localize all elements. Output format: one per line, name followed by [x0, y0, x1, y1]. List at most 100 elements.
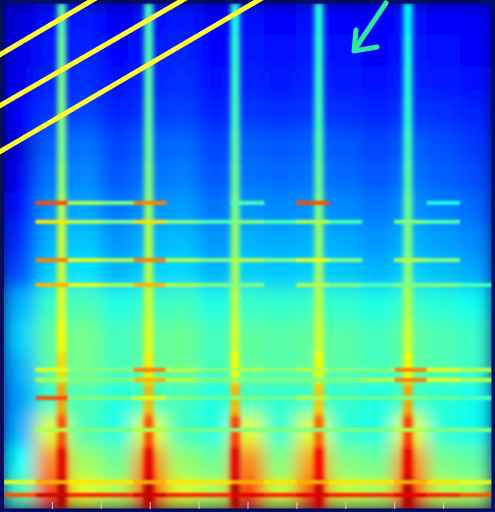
- heatmap-cell: [68, 224, 101, 256]
- heatmap-cell: [166, 98, 199, 130]
- heatmap-cell: [394, 35, 427, 67]
- heatmap-cell: [101, 477, 134, 509]
- harmonic-segment: [264, 368, 297, 372]
- heatmap-cell: [36, 351, 69, 383]
- harmonic-segment: [362, 428, 395, 432]
- heatmap-cell: [199, 477, 232, 509]
- heatmap-cell: [36, 256, 69, 288]
- heatmap-cell: [231, 477, 264, 509]
- transient-segment: [403, 161, 412, 193]
- transient-segment: [314, 130, 323, 162]
- harmonic-segment: [199, 378, 232, 382]
- heatmap-cell: [296, 35, 329, 67]
- heatmap-cell: [427, 98, 460, 130]
- heatmap-cell: [329, 66, 362, 98]
- transient-segment: [314, 224, 323, 256]
- x-tick: [199, 502, 200, 509]
- harmonic-segment: [231, 220, 264, 224]
- heatmap-cell: [3, 3, 36, 35]
- x-tick-mark: [296, 502, 297, 509]
- heatmap-cell: [362, 351, 395, 383]
- harmonic-segment: [459, 493, 492, 497]
- heatmap-cell: [101, 414, 134, 446]
- x-axis: [4, 502, 493, 510]
- harmonic-segment: [427, 378, 460, 382]
- heatmap-cell: [459, 66, 492, 98]
- harmonic-segment: [459, 283, 492, 287]
- heatmap-cell: [3, 446, 36, 478]
- yellow-diagonal: [0, 0, 264, 154]
- heatmap-cell: [166, 351, 199, 383]
- heatmap-cell: [68, 351, 101, 383]
- heatmap-cell: [427, 161, 460, 193]
- heatmap-cell: [329, 224, 362, 256]
- heatmap-cell: [264, 319, 297, 351]
- heatmap-cell: [199, 288, 232, 320]
- heatmap-cell: [329, 383, 362, 415]
- heatmap-cell: [329, 477, 362, 509]
- heatmap-cell: [394, 288, 427, 320]
- transient-segment: [57, 130, 66, 162]
- transient-segment: [231, 98, 240, 130]
- harmonic-segment: [264, 493, 297, 497]
- cells: [3, 3, 492, 509]
- heatmap-cell: [427, 35, 460, 67]
- heatmap-cell: [329, 319, 362, 351]
- harmonic-segment: [36, 493, 69, 497]
- harmonic-segment: [68, 428, 101, 432]
- harmonic-segment: [394, 480, 427, 484]
- heatmap-cell: [427, 3, 460, 35]
- heatmap-cell: [427, 193, 460, 225]
- heatmap-cell: [231, 130, 264, 162]
- heatmap-cell: [231, 319, 264, 351]
- heatmap-cell: [68, 383, 101, 415]
- heatmap-cell: [264, 224, 297, 256]
- heatmap-cell: [133, 98, 166, 130]
- heatmap-cell: [166, 130, 199, 162]
- heatmap-cell: [36, 193, 69, 225]
- heatmap-cell: [329, 414, 362, 446]
- yellow-diagonal: [0, 0, 188, 108]
- harmonic-segment: [231, 493, 264, 497]
- transients: [57, 3, 412, 509]
- heatmap-cell: [199, 193, 232, 225]
- heatmap-cell: [296, 477, 329, 509]
- transient-segment: [403, 98, 412, 130]
- harmonic-segment: [329, 493, 362, 497]
- heatmap-cell: [362, 319, 395, 351]
- harmonic-segment: [427, 220, 460, 224]
- arrow-head: [354, 30, 377, 51]
- harmonic-segment: [68, 258, 101, 262]
- harmonic-segment: [264, 258, 297, 262]
- heatmap-cell: [427, 477, 460, 509]
- harmonic-segment: [231, 201, 264, 205]
- harmonic-segment: [3, 493, 36, 497]
- heatmap-cell: [459, 224, 492, 256]
- heatmap-cell: [459, 477, 492, 509]
- harmonic-segment: [362, 493, 395, 497]
- heatmap-cell: [264, 414, 297, 446]
- heatmap-cell: [296, 351, 329, 383]
- heatmap-cell: [362, 66, 395, 98]
- x-tick: [150, 502, 151, 509]
- heatmap-cell: [427, 383, 460, 415]
- harmonic-segment: [362, 378, 395, 382]
- harmonic-segment: [329, 428, 362, 432]
- harmonic-segment: [427, 493, 460, 497]
- harmonic-segment: [166, 480, 199, 484]
- harmonic-segment: [329, 258, 362, 262]
- harmonic-segment: [296, 480, 329, 484]
- x-tick-mark: [394, 502, 395, 509]
- arrow-shaft: [355, 3, 386, 49]
- heatmap-cell: [264, 477, 297, 509]
- harmonic-segment: [133, 480, 166, 484]
- heatmap-cell: [394, 383, 427, 415]
- harmonic-segment: [329, 220, 362, 224]
- x-tick: [345, 502, 346, 509]
- heatmap-cell: [394, 130, 427, 162]
- heatmap-cell: [199, 383, 232, 415]
- harmonic-segment: [101, 480, 134, 484]
- heatmap-cell: [231, 35, 264, 67]
- heatmap-cell: [459, 98, 492, 130]
- heatmap-cell: [166, 477, 199, 509]
